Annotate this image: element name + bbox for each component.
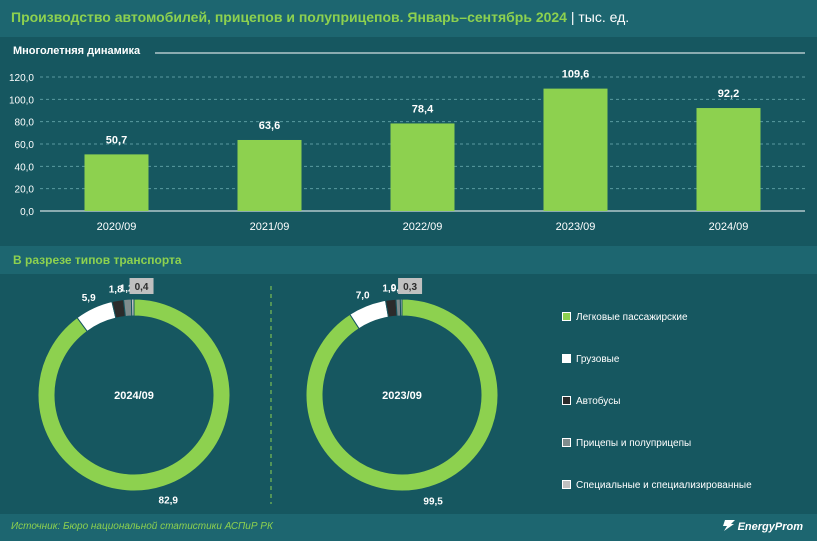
bar [696,108,761,211]
y-tick-label: 120,0 [9,73,34,84]
donut-slice [123,298,133,318]
footer-band: Источник: Бюро национальной статистики А… [0,514,817,541]
legend-item: Прицепы и полуприцепы [562,438,691,452]
donut-value-label: 0,3 [403,282,417,293]
x-tick-label: 2021/09 [250,221,290,233]
bar [237,139,302,211]
brand-logo-text: EnergyProm [737,521,803,533]
legend-label: Легковые пассажирские [576,312,688,323]
donut-center-label: 2024/09 [114,390,154,402]
brand-logo: EnergyProm [721,520,803,533]
legend-label: Прицепы и полуприцепы [576,438,692,449]
donut-value-label: 1,9 [382,284,396,295]
y-tick-label: 100,0 [9,95,34,106]
legend-item: Легковые пассажирские [562,312,688,326]
section-band-types: В разрезе типов транспорта [0,246,817,274]
bar [543,88,608,211]
legend-swatch [562,480,571,489]
y-tick-label: 80,0 [15,118,35,129]
source-note: Источник: Бюро национальной статистики А… [11,521,273,532]
donut-slice [305,298,499,492]
donut-value-label: 5,9 [82,293,96,304]
bar-value-label: 78,4 [412,103,434,115]
legend-swatch [562,354,571,363]
x-tick-label: 2024/09 [709,221,749,233]
legend-label: Автобусы [576,396,621,407]
bar-value-label: 50,7 [106,134,127,146]
bar-value-label: 63,6 [259,120,280,132]
header-band: Производство автомобилей, прицепов и пол… [0,0,817,37]
donut-value-label: 1,8 [109,285,123,296]
donut-slice [130,298,135,317]
bar-chart: 0,0 20,0 40,0 60,0 80,0 100,0 120,0 50,7 2020/09… [9,52,805,233]
small-value-box [129,278,154,295]
bar-value-label: 109,6 [562,69,590,81]
small-value-box [398,278,423,295]
legend-swatch [562,312,571,321]
legend-item: Грузовые [562,354,619,368]
legend-swatch [562,396,571,405]
donut-value-label: 7,0 [356,290,370,301]
donut-slice [399,298,403,317]
donut-value-label: 0,8 [391,283,405,294]
donut-charts: 2024/09 82,9 5,9 1,81,2 0,4 2023/09 99,5 7,0 1,9… [37,278,499,508]
y-tick-label: 40,0 [15,162,35,173]
bar-value-label: 92,2 [718,88,739,100]
y-tick-label: 20,0 [15,185,35,196]
donut-value-label: 99,5 [423,497,443,508]
x-tick-label: 2020/09 [97,221,137,233]
bolt-icon [722,520,735,531]
legend-label: Грузовые [576,354,620,365]
y-tick-label: 0,0 [20,207,34,218]
donut-slice [37,298,231,492]
page-title: Производство автомобилей, прицепов и пол… [11,9,630,25]
section-title-types: В разрезе типов транспорта [13,253,182,267]
bar [84,154,149,211]
unit-label: | тыс. ед. [570,9,630,25]
y-tick-label: 60,0 [15,140,35,151]
legend-label: Специальные и специализированные [576,480,752,491]
donut-value-label: 1,2 [120,283,134,294]
donut-value-label: 82,9 [159,496,179,507]
donut-value-label: 0,4 [135,282,149,293]
legend-item: Специальные и специализированные [562,480,752,494]
legend-swatch [562,438,571,447]
section-title-dynamics: Многолетняя динамика [13,45,141,57]
bar [390,123,455,211]
x-tick-label: 2022/09 [403,221,443,233]
x-tick-label: 2023/09 [556,221,596,233]
legend-item: Автобусы [562,396,620,410]
donut-center-label: 2023/09 [382,390,422,402]
